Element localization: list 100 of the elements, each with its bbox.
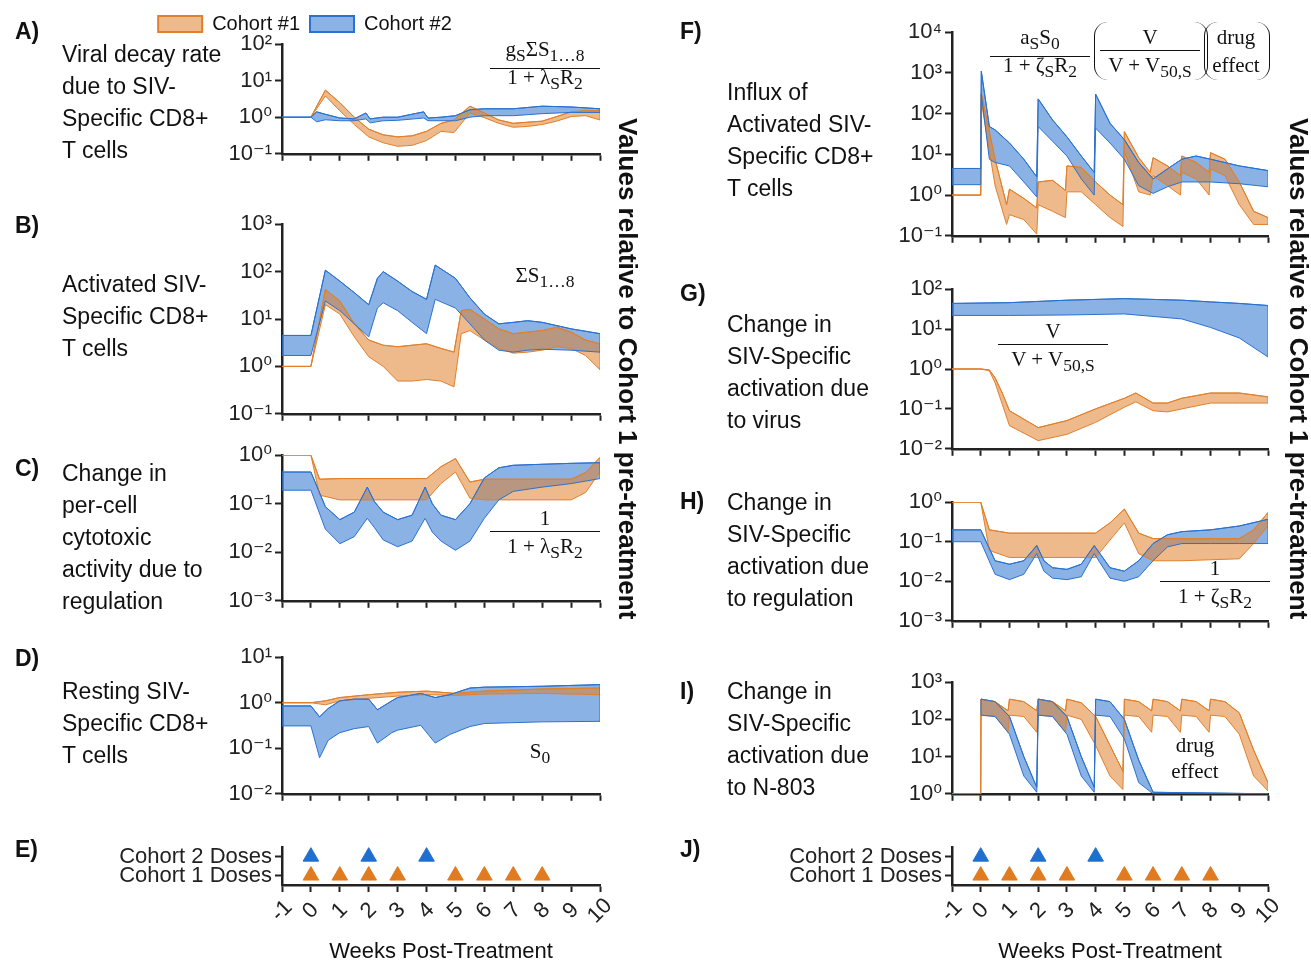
y-tick-label: 10⁻¹ [898,527,942,553]
y-tick-label: 10⁻³ [898,606,942,632]
x-tick-label: 4 [1081,896,1108,924]
x-axis-title: Weeks Post-Treatment [329,937,553,961]
x-tick-label: 3 [1052,896,1080,924]
x-tick-label: 2 [354,896,381,924]
x-tick-label: 7 [1167,896,1194,924]
x-tick-label: 0 [296,896,324,924]
y-tick-label: 10¹ [240,305,272,331]
y-tick-label: 10⁻¹ [898,221,942,247]
y-tick-label: 10⁰ [908,355,943,381]
text: G) [680,280,706,307]
text: Values relative to Cohort 1 pre-treatment [1283,118,1311,620]
x-tick-label: 6 [1138,896,1166,924]
y-tick-label: 10⁰ [908,181,943,207]
y-axis-title: Resting SIV-Specific CD8+ T cells [62,677,210,770]
y-axis-title: Activated SIV-Specific CD8+ T cells [62,270,210,363]
y-tick-label: 10⁻¹ [228,139,272,165]
y-tick-label: 10⁻¹ [228,489,272,515]
y-tick-label: 10¹ [910,315,942,341]
x-tick-label: 9 [556,896,584,924]
annotation: drug [1216,24,1256,50]
y-tick-label: 10⁻² [898,434,942,460]
point [447,866,464,881]
annotation: 1 + λ$_{S}$R$_{2}$ [507,533,583,565]
text: D) [15,645,40,672]
annotation: 1 [490,505,600,532]
annotation: effect [1212,52,1260,78]
annotation: ΣS$_{1…8}$ [515,262,575,294]
y-tick-label: 10³ [910,58,942,84]
y-tick-label: 10⁻² [228,538,272,564]
x-tick-label: 6 [470,896,497,924]
legend-label: Cohort #2 [364,11,452,34]
y-tick-label: 10³ [910,668,942,694]
annotation: a$_{S}$S$_{0}$ [1020,25,1060,54]
y-tick-label: 10³ [240,210,272,236]
y-tick-label: 10⁻² [228,779,272,805]
annotation: 1 [1160,555,1270,582]
annotation: 1 + λ$_{S}$R$_{2}$ [507,64,583,96]
x-tick-label: 3 [383,896,410,924]
y-axis-title: Change in SIV-Specific activation due to regulation [727,488,870,613]
point [1202,866,1219,881]
x-tick-label: 10 [581,892,617,928]
x-tick-label: -1 [935,894,967,926]
annotation: g$_{S}$ΣS$_{1…8}$ [505,37,585,66]
y-tick-label: 10⁰ [238,352,273,378]
point [1058,866,1076,881]
text: J) [680,836,701,863]
annotation: V [1100,24,1200,51]
y-tick-label: 10¹ [910,140,942,166]
x-tick-label: 5 [441,896,468,924]
y-axis-title: Viral decay rate due to SIV-Specific CD8+ T cells [62,40,223,165]
x-tick-label: 0 [966,896,993,924]
x-tick-label: 4 [412,896,439,924]
x-axis-title: Weeks Post-Treatment [998,937,1222,961]
point [1144,866,1162,881]
y-tick-label: 10¹ [240,643,272,669]
y-tick-label: 10² [910,99,942,125]
point [504,866,522,881]
text: I) [680,678,695,705]
y-tick-label: 10² [240,257,272,283]
text: Values relative to Cohort 1 pre-treatment [612,118,643,620]
y-tick-label: 10⁻¹ [228,399,272,425]
annotation: V [998,318,1108,345]
y-tick-label: 10⁰ [238,688,273,714]
y-tick-label: 10² [910,705,942,731]
text: F) [680,18,702,45]
y-tick-label: 10⁰ [908,488,943,514]
text: C) [15,455,40,482]
point [1173,866,1191,881]
text: E) [15,836,38,863]
point [533,866,551,881]
y-tick-label: 10⁰ [238,103,273,129]
point [476,866,493,881]
y-tick-label: 10⁻³ [228,586,272,612]
annotation: 1 + ζ$_{S}$R$_{2}$ [1002,52,1078,84]
y-tick-label: 10² [910,275,942,301]
y-tick-label: 10⁻¹ [228,734,272,760]
annotation: V + V$_{50,S}$ [1108,52,1192,84]
point [1116,866,1133,881]
annotation: drug effect [1170,732,1220,784]
y-axis-title: Influx of Activated SIV-Specific CD8+ T cells [727,78,875,203]
y-axis-title: Change in per-cell cytotoxic activity due to regulation [62,459,204,616]
y-axis-title: Change in SIV-Specific activation due to N-803 [727,677,870,802]
annotation: 1 + ζ$_{S}$R$_{2}$ [1177,583,1253,615]
y-axis-title: Change in SIV-Specific activation due to virus [727,310,870,435]
x-tick-label: 8 [528,896,555,924]
point [389,866,406,881]
y-tick-label: 10⁰ [908,779,943,805]
annotation: V + V$_{50,S}$ [1011,346,1095,378]
text: A) [15,18,40,45]
x-tick-label: 2 [1024,896,1051,924]
x-tick-label: 7 [499,896,526,924]
x-tick-label: -1 [265,894,297,926]
y-tick-label: 10¹ [910,742,942,768]
x-tick-label: 10 [1249,892,1285,928]
x-tick-label: 1 [325,896,352,924]
y-tick-label: 10⁴ [908,18,942,44]
text: H) [680,488,705,515]
x-tick-label: 8 [1196,896,1223,924]
